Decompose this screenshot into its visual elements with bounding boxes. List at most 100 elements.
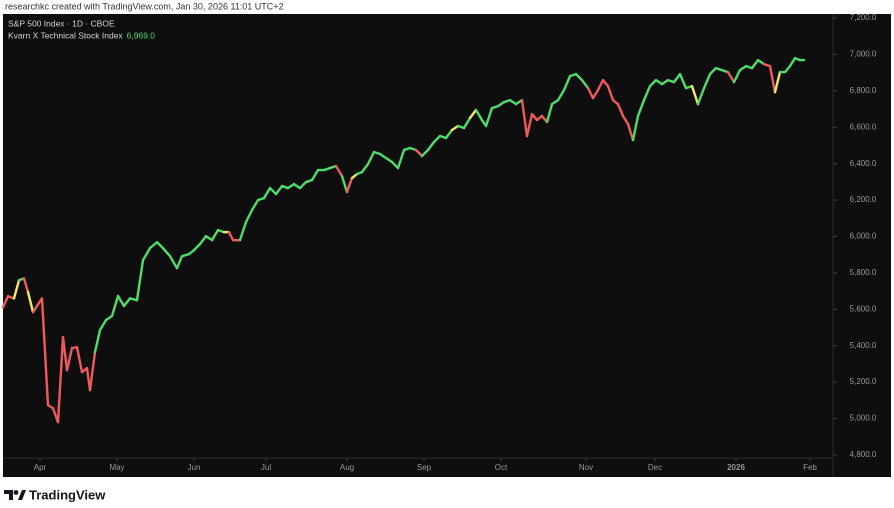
- x-tick-label: Jun: [188, 463, 201, 472]
- line-segment: [626, 122, 635, 142]
- line-segment: [31, 297, 44, 314]
- line-segment: [1, 295, 10, 309]
- x-tick-label: Jul: [261, 463, 271, 472]
- line-segment: [155, 240, 165, 250]
- line-segment: [756, 58, 766, 66]
- line-segment: [702, 72, 712, 90]
- line-segment: [135, 258, 145, 302]
- line-segment: [61, 335, 69, 372]
- line-segment: [340, 174, 349, 194]
- y-tick-label: 7,000.0: [850, 50, 877, 59]
- line-segment: [462, 116, 472, 130]
- y-tick-label: 6,200.0: [850, 195, 877, 204]
- line-segment: [180, 252, 191, 258]
- line-segment: [227, 230, 235, 242]
- header-text: researchkc created with TradingView.com,…: [5, 1, 284, 11]
- legend-value: 6,969.0: [127, 30, 156, 40]
- x-tick-label: 2026: [727, 463, 745, 472]
- line-segment: [636, 98, 646, 118]
- line-segment: [648, 78, 658, 88]
- line-segment: [396, 148, 406, 170]
- line-segment: [616, 102, 625, 118]
- line-segment: [672, 72, 682, 84]
- line-segment: [520, 98, 529, 138]
- line-segment: [65, 346, 74, 372]
- line-segment: [773, 70, 782, 94]
- line-segment: [268, 186, 278, 196]
- line-segment: [26, 290, 35, 314]
- line-segment: [75, 345, 84, 374]
- y-tick-label: 6,000.0: [850, 232, 877, 241]
- line-segment: [444, 128, 454, 140]
- line-segment: [122, 297, 132, 308]
- x-tick-label: Apr: [34, 463, 47, 472]
- line-segment: [298, 180, 308, 190]
- legend-entry: Kvarn X Technical Stock Index: [8, 30, 123, 40]
- line-segment: [414, 148, 424, 158]
- line-segment: [274, 184, 284, 196]
- line-segment: [550, 98, 560, 106]
- line-segment: [250, 198, 260, 212]
- line-segment: [750, 58, 760, 70]
- line-segment: [56, 335, 65, 424]
- y-tick-label: 5,800.0: [850, 268, 877, 277]
- line-segment: [390, 160, 400, 170]
- line-segment: [484, 106, 494, 128]
- line-segment: [22, 277, 30, 294]
- x-tick-label: Aug: [340, 463, 354, 472]
- line-segment: [262, 186, 272, 200]
- line-segment: [525, 112, 534, 138]
- x-tick-label: May: [109, 463, 124, 472]
- y-tick-label: 4,800.0: [850, 450, 877, 459]
- line-segment: [468, 108, 478, 120]
- line-segment: [141, 246, 152, 262]
- line-segment: [690, 84, 700, 106]
- line-segment: [93, 328, 102, 354]
- x-tick-label: Dec: [648, 463, 662, 472]
- line-segment: [474, 108, 484, 122]
- line-segment: [192, 242, 202, 252]
- line-segment: [678, 72, 688, 90]
- line-segment: [768, 64, 777, 94]
- line-segment: [426, 140, 436, 152]
- line-segment: [660, 78, 670, 86]
- line-segment: [310, 168, 320, 182]
- line-segment: [574, 72, 584, 82]
- line-segment: [562, 74, 572, 92]
- line-segment: [496, 100, 506, 108]
- y-tick-label: 5,400.0: [850, 341, 877, 350]
- line-segment: [210, 228, 220, 242]
- line-segment: [116, 294, 126, 308]
- line-segment: [161, 246, 172, 258]
- line-segment: [556, 88, 566, 102]
- line-segment: [580, 78, 590, 90]
- line-segment: [530, 112, 539, 122]
- x-tick-label: Nov: [579, 463, 593, 472]
- line-segment: [104, 314, 114, 322]
- line-segment: [432, 134, 442, 144]
- chart-title: S&P 500 Index · 1D · CBOE: [8, 18, 115, 28]
- line-segment: [696, 86, 706, 106]
- line-segment: [726, 70, 736, 84]
- line-segment: [783, 64, 792, 74]
- line-segment: [450, 124, 460, 132]
- x-tick-label: Feb: [803, 463, 817, 472]
- y-tick-label: 5,000.0: [850, 414, 877, 423]
- x-tick-label: Sep: [417, 463, 432, 472]
- line-segment: [420, 148, 430, 158]
- line-segment: [198, 234, 208, 246]
- line-segment: [360, 162, 370, 174]
- line-segment: [586, 86, 595, 100]
- y-tick-label: 6,400.0: [850, 159, 877, 168]
- line-segment: [642, 84, 652, 102]
- x-tick-label: Oct: [495, 463, 508, 472]
- y-tick-label: 6,600.0: [850, 122, 877, 131]
- line-segment: [292, 182, 302, 190]
- line-segment: [88, 350, 97, 392]
- line-segment: [606, 84, 615, 102]
- line-segment: [168, 254, 179, 270]
- line-segment: [601, 78, 610, 88]
- line-segment: [40, 297, 50, 407]
- y-tick-label: 7,200.0: [850, 13, 877, 22]
